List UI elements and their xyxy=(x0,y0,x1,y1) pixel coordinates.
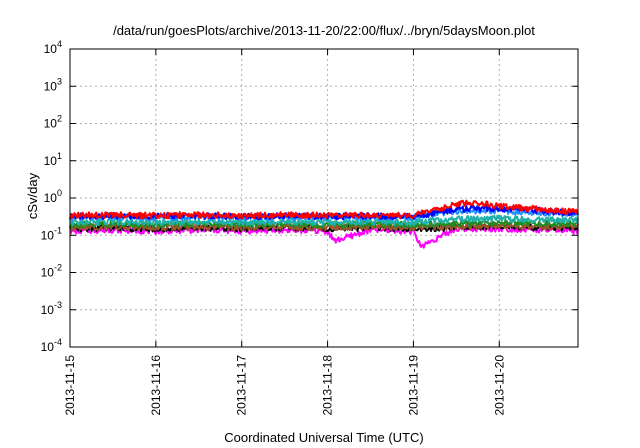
x-tick-label: 2013-11-20 xyxy=(492,355,506,416)
grid xyxy=(70,49,578,347)
y-tick-label: 101 xyxy=(44,151,62,168)
x-tick-label: 2013-11-19 xyxy=(406,355,420,416)
x-axis: 2013-11-15 2013-11-16 2013-11-17 2013-11-18… xyxy=(63,49,506,416)
y-tick-label: 102 xyxy=(44,114,62,131)
chart-title: /data/run/goesPlots/archive/2013-11-20/2… xyxy=(113,23,535,38)
y-tick-label: 103 xyxy=(44,76,62,93)
y-tick-label: 10-3 xyxy=(41,300,62,317)
x-tick-label: 2013-11-16 xyxy=(149,355,163,416)
series-line xyxy=(69,222,579,232)
y-tick-label: 10-2 xyxy=(41,263,62,280)
y-axis-label: cSv/day xyxy=(25,172,40,219)
x-tick-label: 2013-11-18 xyxy=(321,355,335,416)
series-group xyxy=(69,199,579,249)
x-tick-label: 2013-11-17 xyxy=(235,355,249,416)
y-tick-label: 100 xyxy=(44,188,62,205)
x-tick-label: 2013-11-15 xyxy=(63,355,77,416)
y-tick-label: 104 xyxy=(44,39,62,56)
y-tick-label: 10-1 xyxy=(41,225,62,242)
x-axis-label: Coordinated Universal Time (UTC) xyxy=(224,430,423,445)
y-tick-label: 10-4 xyxy=(41,337,62,354)
series-line xyxy=(69,199,579,220)
